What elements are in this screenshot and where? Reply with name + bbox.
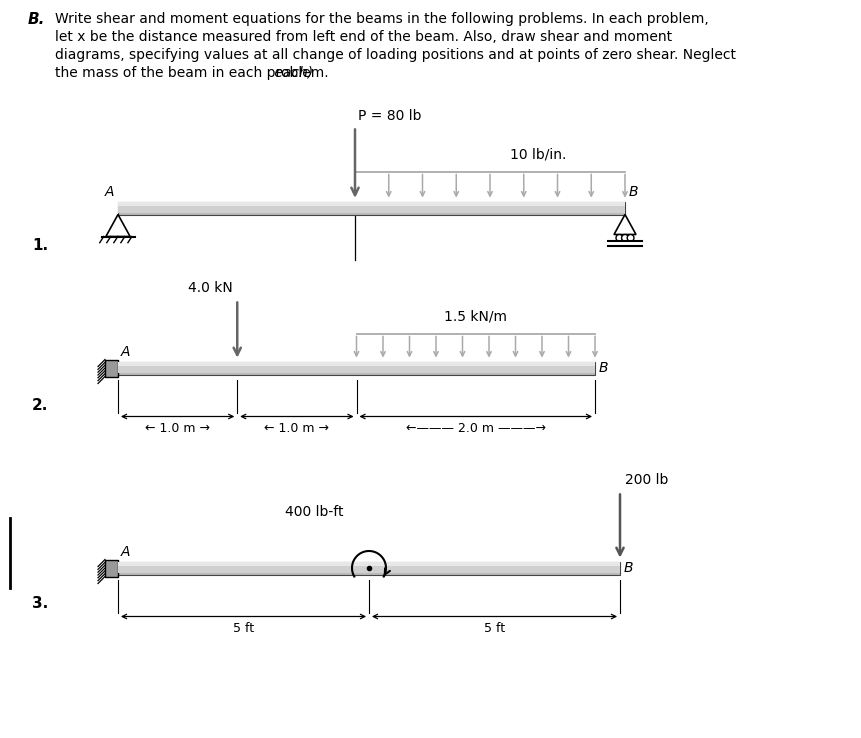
- Text: B: B: [599, 361, 609, 375]
- Text: B.: B.: [28, 12, 46, 27]
- Circle shape: [622, 235, 629, 241]
- Circle shape: [616, 235, 623, 241]
- Text: A: A: [104, 185, 114, 199]
- Bar: [118, 201, 625, 205]
- Text: 400 lb-ft: 400 lb-ft: [285, 506, 344, 520]
- Text: 5 ft: 5 ft: [233, 621, 254, 635]
- Text: 2.: 2.: [32, 399, 48, 413]
- Text: 5 ft: 5 ft: [484, 621, 505, 635]
- Text: 1.5 kN/m: 1.5 kN/m: [444, 309, 507, 323]
- Text: ←——— 2.0 m ———→: ←——— 2.0 m ———→: [406, 421, 546, 435]
- Text: diagrams, specifying values at all change of loading positions and at points of : diagrams, specifying values at all chang…: [55, 48, 736, 62]
- Bar: [118, 562, 620, 574]
- Text: A: A: [121, 345, 131, 359]
- Bar: [118, 206, 625, 213]
- Text: P = 80 lb: P = 80 lb: [358, 108, 422, 123]
- Text: 10 lb/in.: 10 lb/in.: [510, 148, 567, 162]
- Bar: [105, 559, 118, 576]
- Bar: [118, 362, 595, 365]
- Text: Write shear and moment equations for the beams in the following problems. In eac: Write shear and moment equations for the…: [55, 12, 709, 26]
- Text: 1.: 1.: [32, 238, 48, 253]
- Text: B: B: [624, 561, 634, 575]
- Text: the mass of the beam in each problem.: the mass of the beam in each problem.: [55, 66, 329, 80]
- Text: 3.: 3.: [32, 596, 48, 610]
- Text: 200 lb: 200 lb: [625, 472, 668, 486]
- Circle shape: [627, 235, 634, 241]
- Text: ← 1.0 m →: ← 1.0 m →: [146, 421, 210, 435]
- Bar: [118, 562, 620, 565]
- Text: 4.0 kN: 4.0 kN: [188, 280, 232, 294]
- Bar: [105, 359, 118, 376]
- Bar: [118, 201, 625, 215]
- Polygon shape: [614, 215, 636, 235]
- Text: ← 1.0 m →: ← 1.0 m →: [264, 421, 330, 435]
- Text: each): each): [269, 66, 313, 80]
- Polygon shape: [106, 215, 130, 236]
- Bar: [118, 366, 595, 373]
- Text: let x be the distance measured from left end of the beam. Also, draw shear and m: let x be the distance measured from left…: [55, 30, 672, 44]
- Bar: [118, 362, 595, 374]
- Text: B: B: [629, 185, 639, 199]
- Text: A: A: [121, 545, 131, 559]
- Bar: [118, 566, 620, 573]
